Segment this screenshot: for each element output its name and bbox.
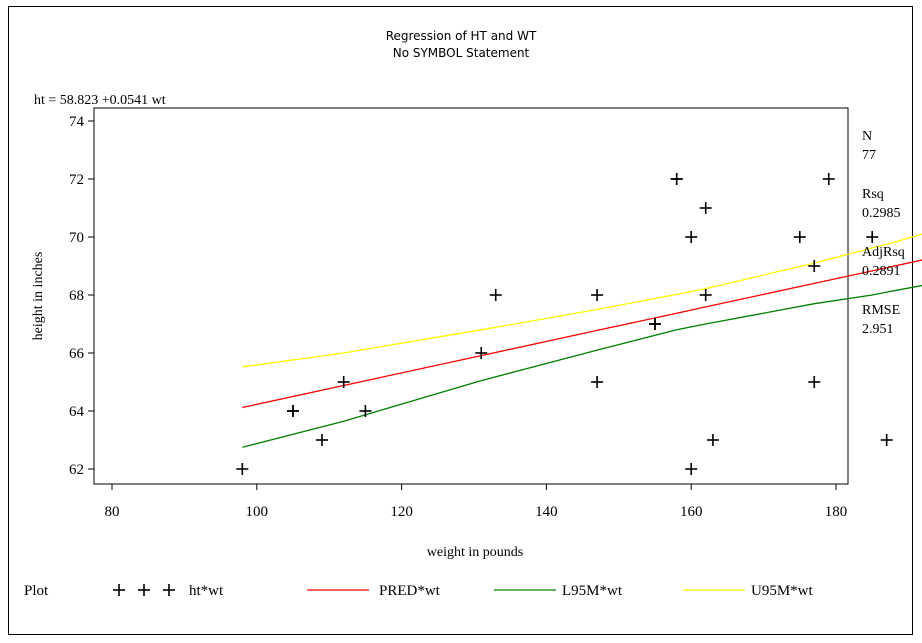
scatter-points [236,173,893,475]
data-point [591,376,604,388]
pred-line [242,259,922,409]
y-axis: 62 64 66 68 70 72 74 [69,114,94,478]
y-axis-label: height in inches [31,252,46,341]
stat-label: N [862,129,872,144]
x-axis: 80100120140160180200220240 [105,484,848,520]
legend-title: Plot [24,583,49,599]
legend-marker-plus [138,584,150,596]
y-tick-label: 66 [69,346,85,362]
data-point [866,231,879,243]
data-point [685,231,698,243]
data-point [706,434,719,446]
data-point [670,173,683,185]
chart-title: Regression of HT and WT [386,29,537,43]
x-axis-label: weight in pounds [427,545,523,560]
chart-subtitle: No SYMBOL Statement [393,46,530,60]
fit-statistics: N 77 Rsq 0.2985 AdjRsq 0.2891 RMSE 2.951 [862,129,905,337]
legend-label-pred: PRED*wt [379,583,441,599]
legend-label-l95m: L95M*wt [562,583,623,599]
chart-frame [8,6,913,635]
x-tick-label: 100 [246,504,269,520]
data-point [793,231,806,243]
data-point [699,289,712,301]
data-point [880,434,893,446]
stat-label: RMSE [862,303,900,318]
data-point [649,318,661,330]
stat-value: 77 [862,148,876,163]
legend-marker-plus [113,584,125,596]
data-point [685,463,698,475]
regression-equation: ht = 58.823 +0.0541 wt [34,93,166,108]
stat-value: 2.951 [862,322,894,337]
x-tick-label: 120 [390,504,413,520]
x-tick-label: 140 [535,504,558,520]
y-tick-label: 64 [69,404,85,420]
x-tick-label: 80 [105,504,120,520]
legend-label-u95m: U95M*wt [751,583,814,599]
data-point [808,260,821,272]
y-tick-label: 62 [69,462,84,478]
y-tick-label: 72 [69,172,84,188]
data-point [475,347,488,359]
legend: Plot ht*wt PRED*wt L95M*wt U95M*wt [24,583,814,599]
u95m-line [242,233,922,368]
data-point [359,405,372,417]
data-point [315,434,328,446]
data-point [591,289,604,301]
l95m-line [242,284,922,448]
data-point [489,289,502,301]
data-point [808,376,821,388]
stat-value: 0.2985 [862,206,901,221]
x-tick-label: 180 [825,504,848,520]
plot-area [93,107,849,485]
stat-label: AdjRsq [862,245,905,260]
data-point [699,202,712,214]
stat-label: Rsq [862,187,884,202]
x-tick-label: 160 [680,504,703,520]
data-point [822,173,835,185]
legend-marker-plus [163,584,175,596]
stat-value: 0.2891 [862,264,901,279]
data-point [337,376,350,388]
legend-label-ht-wt: ht*wt [189,583,224,599]
y-tick-label: 68 [69,288,84,304]
data-point [236,463,249,475]
regression-lines [242,233,922,448]
data-point [287,405,299,417]
y-tick-label: 70 [69,230,84,246]
y-tick-label: 74 [69,114,85,130]
